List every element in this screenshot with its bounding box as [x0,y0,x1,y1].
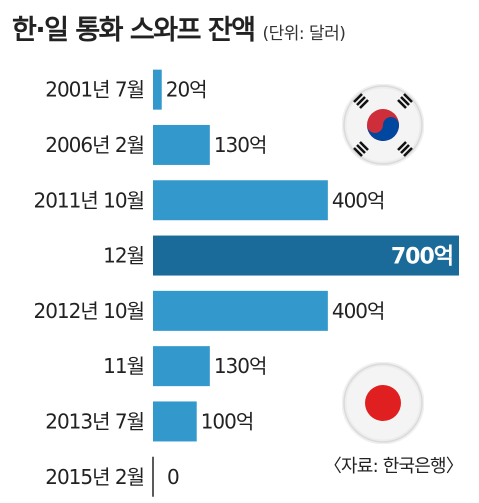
bar [153,235,459,276]
bar [153,180,328,221]
bar [153,290,328,331]
category-label: 2006년 2월 [45,133,144,157]
source-note: 〈자료: 한국은행〉 [323,456,464,477]
category-label: 2015년 2월 [45,465,144,489]
value-label: 0 [167,465,179,489]
value-label: 130억 [214,133,267,157]
category-label: 11월 [103,354,144,378]
japan-flag-icon [342,362,424,444]
bar [153,346,210,387]
category-label: 12월 [103,244,144,268]
unit-label: (단위: 달러) [262,24,346,44]
value-label: 400억 [332,299,385,323]
category-label: 2012년 10월 [33,299,144,323]
value-label: 100억 [201,409,254,433]
chart-title: 한·일 통화 스와프 잔액 (단위: 달러) [12,8,346,47]
bar [153,69,162,110]
value-label: 130억 [214,354,267,378]
title-text: 한·일 통화 스와프 잔액 [12,15,256,46]
category-label: 2013년 7월 [45,409,144,433]
value-label: 700억 [391,245,453,270]
category-label: 2011년 10월 [33,188,144,212]
bar [153,124,210,165]
value-label: 20억 [166,78,207,102]
bar [153,401,197,442]
category-label: 2001년 7월 [45,78,144,102]
value-label: 400억 [332,188,385,212]
korea-flag-icon [342,84,424,166]
